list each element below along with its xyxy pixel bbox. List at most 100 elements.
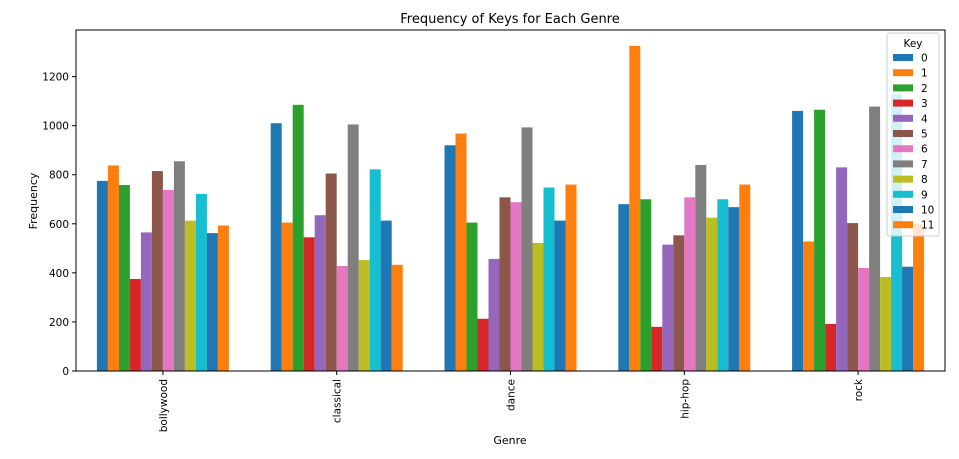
bar-dance-key-10 <box>554 220 566 371</box>
axes-frame <box>75 29 946 372</box>
y-tick-label-1000: 1000 <box>42 121 69 133</box>
bar-hip-hop-key-1 <box>629 45 641 371</box>
legend-swatch-key-3 <box>893 99 913 107</box>
bar-hip-hop-key-11 <box>739 184 751 371</box>
legend-swatch-key-9 <box>893 190 913 198</box>
x-tick-label-bollywood: bollywood <box>158 379 170 432</box>
bar-hip-hop-key-8 <box>706 217 718 371</box>
legend-label-key-11: 11 <box>921 220 934 232</box>
y-tick-label-400: 400 <box>49 268 69 280</box>
y-tick-label-1200: 1200 <box>42 72 69 84</box>
x-axis-label: Genre <box>493 434 527 447</box>
legend-label-key-8: 8 <box>921 174 928 186</box>
y-axis-label: Frequency <box>27 172 40 229</box>
bar-rock-key-3 <box>825 323 837 371</box>
legend-label-key-9: 9 <box>921 189 928 201</box>
bar-dance-key-4 <box>488 258 500 371</box>
bar-hip-hop-key-2 <box>640 199 652 371</box>
bar-classical-key-2 <box>292 104 304 372</box>
bar-hip-hop-key-4 <box>662 244 674 371</box>
bar-hip-hop-key-3 <box>651 326 663 371</box>
x-tick-label-rock: rock <box>853 378 865 401</box>
chart-title: Frequency of Keys for Each Genre <box>400 12 620 27</box>
bar-bollywood-key-11 <box>217 225 229 371</box>
bar-hip-hop-key-5 <box>673 235 685 371</box>
legend-swatch-key-2 <box>893 84 913 92</box>
bar-bollywood-key-8 <box>184 220 196 371</box>
bar-bollywood-key-2 <box>118 185 130 371</box>
bar-rock-key-4 <box>836 167 848 371</box>
bar-bollywood-key-0 <box>96 180 108 371</box>
bar-bollywood-key-4 <box>140 232 152 371</box>
legend-swatch-key-5 <box>893 130 913 137</box>
plot-area: bollywood classical dance hip-hop rock020040… <box>42 29 946 432</box>
bar-hip-hop-key-7 <box>695 164 707 371</box>
bar-dance-key-3 <box>477 318 489 371</box>
bar-rock-key-2 <box>814 109 826 371</box>
y-tick-label-200: 200 <box>49 317 69 329</box>
bar-hip-hop-key-9 <box>717 199 729 371</box>
bar-classical-key-6 <box>336 266 348 371</box>
bar-rock-key-6 <box>858 267 870 371</box>
bar-dance-key-9 <box>543 187 555 371</box>
bar-hip-hop-key-0 <box>618 204 630 371</box>
legend-label-key-4: 4 <box>921 113 928 125</box>
legend-swatch-key-6 <box>893 145 913 153</box>
bar-bollywood-key-6 <box>162 189 174 371</box>
y-tick-label-0: 0 <box>62 366 69 378</box>
legend: Key 0 1 2 3 4 5 6 7 8 9 10 11 <box>886 32 940 237</box>
bar-rock-key-8 <box>880 277 892 371</box>
legend-label-key-10: 10 <box>921 205 934 217</box>
legend-label-key-1: 1 <box>921 68 928 80</box>
legend-label-key-2: 2 <box>921 83 928 95</box>
bar-classical-key-5 <box>325 173 337 371</box>
legend-label-key-5: 5 <box>921 129 928 141</box>
bar-bollywood-key-5 <box>151 171 163 371</box>
bar-classical-key-7 <box>347 124 359 371</box>
legend-label-key-7: 7 <box>921 159 928 171</box>
bar-bollywood-key-10 <box>206 233 218 371</box>
bar-hip-hop-key-10 <box>728 207 740 371</box>
legend-swatch-key-0 <box>893 54 913 61</box>
bar-classical-key-11 <box>391 264 403 371</box>
bar-dance-key-1 <box>455 133 467 371</box>
x-tick-label-classical: classical <box>332 379 344 423</box>
bar-bollywood-key-1 <box>107 165 119 371</box>
bar-classical-key-0 <box>270 123 282 371</box>
bar-classical-key-9 <box>369 169 381 371</box>
x-tick-label-dance: dance <box>506 379 518 411</box>
bar-dance-key-0 <box>444 145 456 371</box>
bar-dance-key-2 <box>466 222 478 371</box>
bar-rock-key-1 <box>803 241 815 371</box>
bar-bollywood-key-9 <box>195 193 207 371</box>
bar-rock-key-5 <box>847 223 859 371</box>
legend-label-key-3: 3 <box>921 98 928 110</box>
bar-dance-key-5 <box>499 197 511 371</box>
bar-dance-key-8 <box>532 242 544 371</box>
bar-classical-key-10 <box>380 220 392 371</box>
bar-dance-key-11 <box>565 184 577 371</box>
y-tick-label-800: 800 <box>49 170 69 182</box>
bar-classical-key-8 <box>358 260 370 371</box>
bar-classical-key-1 <box>281 222 293 371</box>
legend-swatch-key-7 <box>893 160 913 168</box>
bar-rock-key-7 <box>869 106 881 371</box>
bar-rock-key-10 <box>902 266 914 371</box>
bar-classical-key-4 <box>314 215 326 371</box>
legend-label-key-0: 0 <box>921 53 928 65</box>
bar-rock-key-11 <box>913 223 925 371</box>
bar-bollywood-key-7 <box>173 161 185 371</box>
bar-dance-key-6 <box>510 202 522 371</box>
legend-swatch-key-1 <box>893 69 913 77</box>
x-tick-label-hip-hop: hip-hop <box>679 379 691 419</box>
bar-dance-key-7 <box>521 127 533 371</box>
y-tick-label-600: 600 <box>49 219 69 231</box>
bar-hip-hop-key-6 <box>684 197 696 371</box>
legend-swatch-key-11 <box>893 221 913 229</box>
bar-classical-key-3 <box>303 237 315 371</box>
legend-swatch-key-4 <box>893 114 913 122</box>
legend-label-key-6: 6 <box>921 144 928 156</box>
bar-rock-key-0 <box>792 110 804 371</box>
legend-swatch-key-8 <box>893 175 913 183</box>
